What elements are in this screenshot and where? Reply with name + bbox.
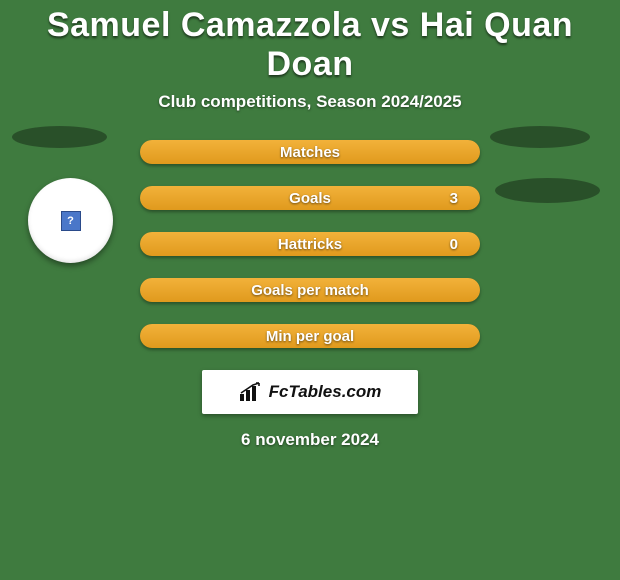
bar-value: 0	[450, 232, 458, 256]
bar-label: Goals per match	[140, 278, 480, 302]
page-title: Samuel Camazzola vs Hai Quan Doan	[0, 0, 620, 84]
bar-label: Goals	[140, 186, 480, 210]
brand-box: FcTables.com	[202, 370, 418, 414]
decor-shadow-ellipse-right-2	[495, 178, 600, 203]
avatar-missing-icon: ?	[61, 211, 81, 231]
bar-value: 3	[450, 186, 458, 210]
player-avatar-placeholder: ?	[28, 178, 113, 263]
stat-row-goals: Goals 3	[140, 186, 480, 210]
stat-row-matches: Matches	[140, 140, 480, 164]
stat-row-min-per-goal: Min per goal	[140, 324, 480, 348]
bar-label: Hattricks	[140, 232, 480, 256]
stat-row-goals-per-match: Goals per match	[140, 278, 480, 302]
decor-shadow-ellipse-right	[490, 126, 590, 148]
decor-shadow-ellipse-left	[12, 126, 107, 148]
stats-bars: Matches Goals 3 Hattricks 0 Goals per ma…	[140, 140, 480, 348]
stat-row-hattricks: Hattricks 0	[140, 232, 480, 256]
bar-label: Matches	[140, 140, 480, 164]
page-subtitle: Club competitions, Season 2024/2025	[0, 92, 620, 112]
brand-text: FcTables.com	[269, 382, 382, 402]
generation-date: 6 november 2024	[0, 430, 620, 450]
bars-growth-icon	[239, 382, 265, 402]
bar-label: Min per goal	[140, 324, 480, 348]
